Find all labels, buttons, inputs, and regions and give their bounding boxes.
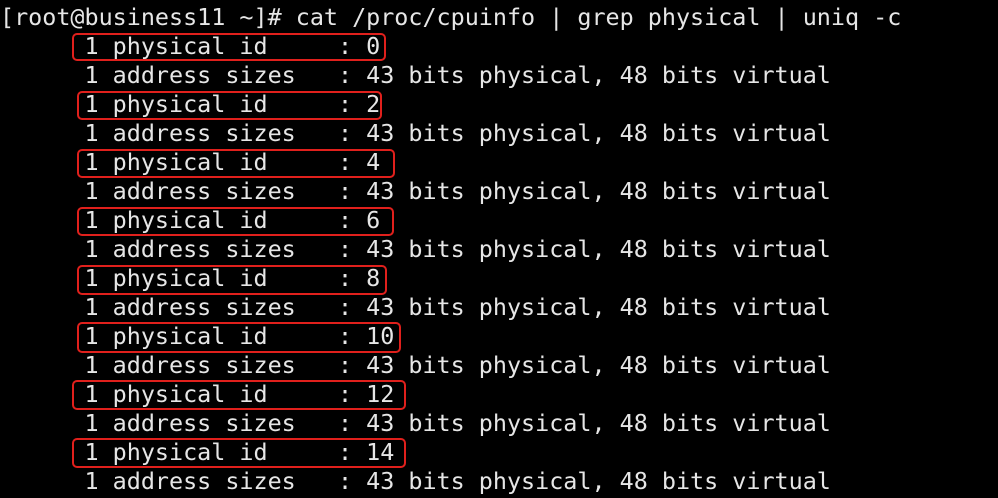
command-line: [root@business11 ~]# cat /proc/cpuinfo |… <box>0 3 901 32</box>
output-line: 1 physical id : 10 <box>0 322 395 350</box>
output-line: 1 physical id : 14 <box>0 438 395 466</box>
output-line: 1 address sizes : 43 bits physical, 48 b… <box>0 351 831 379</box>
output-line: 1 address sizes : 43 bits physical, 48 b… <box>0 177 831 205</box>
output-line: 1 address sizes : 43 bits physical, 48 b… <box>0 293 831 321</box>
output-line: 1 physical id : 8 <box>0 264 381 292</box>
terminal-output: [root@business11 ~]# cat /proc/cpuinfo |… <box>0 3 901 496</box>
highlight-box <box>77 265 387 295</box>
highlight-box <box>77 91 382 120</box>
highlight-box <box>72 33 386 61</box>
output-line: 1 address sizes : 43 bits physical, 48 b… <box>0 61 831 89</box>
highlight-box <box>72 380 406 410</box>
output-line: 1 address sizes : 43 bits physical, 48 b… <box>0 409 831 437</box>
highlight-box <box>77 207 394 236</box>
output-line: 1 address sizes : 43 bits physical, 48 b… <box>0 119 831 147</box>
highlight-box <box>72 438 406 468</box>
highlight-box <box>77 149 395 178</box>
output-line: 1 address sizes : 43 bits physical, 48 b… <box>0 467 831 495</box>
highlight-box <box>77 322 401 353</box>
prompt: [root@business11 ~]# <box>0 3 296 31</box>
command: cat /proc/cpuinfo | grep physical | uniq… <box>295 3 902 31</box>
output-line: 1 physical id : 4 <box>0 148 381 176</box>
output-line: 1 address sizes : 43 bits physical, 48 b… <box>0 235 831 263</box>
output-line: 1 physical id : 6 <box>0 206 381 234</box>
output-line: 1 physical id : 0 <box>0 32 381 60</box>
output-line: 1 physical id : 12 <box>0 380 395 408</box>
output-line: 1 physical id : 2 <box>0 90 381 118</box>
